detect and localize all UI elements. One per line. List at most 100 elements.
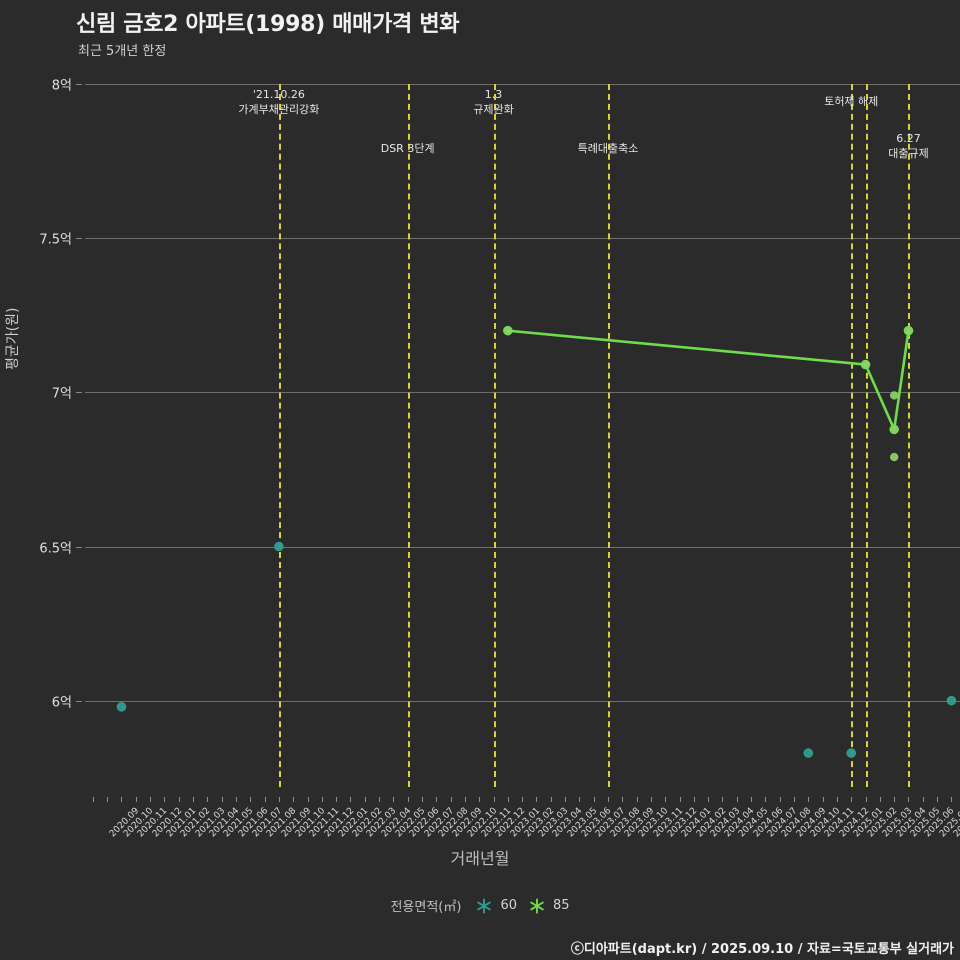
data-point-60[interactable] [116, 702, 127, 712]
event-label-name: 토허제 해제 [824, 95, 879, 108]
x-tick [822, 797, 824, 802]
x-tick [436, 797, 438, 802]
x-tick [650, 797, 652, 802]
event-label-3: 특례대출축소 [578, 142, 639, 157]
gridline [85, 238, 960, 240]
chart-subtitle: 최근 5개년 한정 [78, 44, 167, 59]
event-label-0: '21.10.26 가계부채관리강화 [238, 88, 319, 118]
x-tick [350, 797, 352, 802]
event-label-6: 6.27 대출규제 [888, 132, 928, 162]
x-tick [607, 797, 609, 802]
x-tick [865, 797, 867, 802]
gridline [85, 546, 960, 548]
x-tick [164, 797, 166, 802]
x-tick [250, 797, 252, 802]
x-tick [908, 797, 910, 802]
x-tick [708, 797, 710, 802]
y-tick-label: 6.5억 [39, 541, 72, 556]
x-tick [221, 797, 223, 802]
y-tick-label: 6억 [51, 695, 72, 711]
x-tick [393, 797, 395, 802]
y-tick-dash [76, 700, 82, 702]
plot-area [85, 84, 960, 703]
event-label-date: 6.27 [896, 132, 921, 145]
x-tick [107, 797, 109, 802]
x-tick [364, 797, 366, 802]
x-tick [937, 797, 939, 802]
x-tick [565, 797, 567, 802]
event-label-1: DSR 3단계 [381, 142, 435, 157]
x-tick [336, 797, 338, 802]
x-tick [278, 797, 280, 802]
x-tick [421, 797, 423, 802]
x-tick [593, 797, 595, 802]
y-axis-title: 평균가(원) [5, 307, 21, 370]
x-tick [92, 797, 94, 802]
event-vline-5 [865, 84, 868, 787]
x-tick [665, 797, 667, 802]
asterisk-marker-60-icon [477, 897, 492, 914]
event-label-name: 특례대출축소 [577, 142, 639, 155]
x-tick [321, 797, 323, 802]
x-tick [407, 797, 409, 802]
x-tick [922, 797, 924, 802]
event-vline-6 [908, 84, 911, 787]
x-tick [379, 797, 381, 802]
x-tick [751, 797, 753, 802]
event-vline-0 [278, 84, 281, 787]
x-tick [794, 797, 795, 802]
legend-label-85: 85 [552, 898, 570, 913]
data-point-60[interactable] [803, 748, 814, 758]
x-tick [450, 797, 452, 802]
x-tick [808, 797, 810, 802]
event-label-date: 1.3 [484, 88, 503, 101]
x-axis-title: 거래년월 [450, 849, 510, 868]
legend: 전용면적(㎡) 60 85 [0, 896, 960, 915]
x-tick [636, 797, 638, 802]
footer-credit: ⓒ디아파트(dapt.kr) / 2025.09.10 / 자료=국토교통부 실… [570, 942, 954, 957]
x-tick [178, 797, 180, 802]
event-label-name: 대출규제 [888, 146, 929, 160]
x-tick [622, 797, 624, 802]
x-tick [536, 797, 538, 802]
x-tick [150, 797, 152, 802]
x-tick [879, 797, 881, 802]
event-label-name: DSR 3단계 [380, 142, 435, 155]
x-tick [264, 797, 266, 802]
x-tick [579, 797, 581, 802]
y-tick-dash [76, 238, 82, 240]
event-vline-3 [607, 84, 610, 787]
gridline [85, 392, 960, 394]
legend-item-60[interactable]: 60 [475, 897, 517, 915]
x-tick [522, 797, 524, 802]
x-tick [307, 797, 309, 802]
x-tick [894, 797, 896, 802]
y-tick-label: 7억 [51, 386, 72, 402]
x-tick [207, 797, 209, 802]
x-tick [235, 797, 237, 802]
y-tick-label: 8억 [51, 78, 72, 94]
event-vline-2 [493, 84, 496, 787]
x-tick [464, 797, 466, 802]
gridline [85, 700, 960, 702]
event-label-name: 가계부채관리강화 [238, 102, 320, 116]
y-tick-dash [76, 84, 82, 85]
y-tick-dash [76, 546, 82, 548]
legend-title: 전용면적(㎡) [390, 900, 462, 915]
x-tick [693, 797, 695, 802]
event-label-name: 규제완화 [473, 102, 514, 116]
x-tick [951, 797, 953, 802]
x-tick [765, 797, 767, 802]
x-tick [293, 797, 295, 802]
legend-item-85[interactable]: 85 [528, 897, 570, 915]
y-tick-label: 7.5억 [39, 232, 72, 248]
event-vline-1 [407, 84, 410, 787]
x-tick [836, 797, 838, 802]
event-label-date: '21.10.26 [252, 88, 305, 101]
event-label-4: 토허제 해제 [824, 95, 878, 110]
event-vline-4 [851, 84, 854, 787]
x-tick [679, 797, 681, 802]
x-tick [507, 797, 509, 802]
x-tick [736, 797, 738, 802]
